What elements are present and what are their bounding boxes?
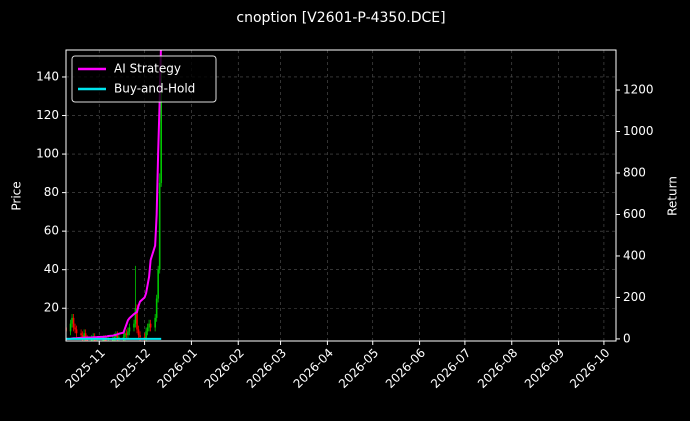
plot-frame — [65, 49, 617, 342]
candle-body — [157, 269, 159, 299]
candle-body — [81, 335, 84, 338]
candle-body — [75, 329, 78, 334]
candle-body — [80, 333, 82, 336]
candle-body — [127, 331, 129, 336]
candle-body — [125, 333, 128, 336]
y-tick-label: 20 — [44, 301, 59, 315]
candle-body — [134, 308, 137, 324]
candle-body — [74, 327, 76, 330]
y-tick-label: 140 — [36, 69, 59, 83]
candle-body — [148, 323, 150, 328]
y-axis-label: Price — [10, 181, 24, 210]
y2-tick-label: 600 — [623, 207, 646, 221]
x-tick-label: 2026-01 — [155, 346, 200, 391]
candle-body — [122, 337, 125, 338]
x-tick-label: 2026-05 — [336, 346, 381, 391]
x-tick-label: 2026-03 — [244, 346, 289, 391]
y2-tick-label: 200 — [623, 290, 646, 304]
x-tick-label: 2026-08 — [475, 346, 520, 391]
candle-body — [139, 335, 141, 338]
y-tick-label: 100 — [36, 147, 59, 161]
y-tick-label: 40 — [44, 262, 59, 276]
candle-body — [124, 333, 126, 338]
candle-body — [104, 339, 107, 341]
candle-body — [136, 308, 138, 330]
x-tick-label: 2026-09 — [522, 346, 567, 391]
candle-body — [155, 298, 158, 318]
candle-body — [71, 317, 73, 324]
series-line — [66, 50, 162, 340]
y-tick-label: 80 — [44, 185, 59, 199]
legend-label: AI Strategy — [114, 62, 181, 76]
candle-body — [69, 323, 72, 332]
candle-body — [154, 317, 156, 328]
candle-body — [137, 329, 140, 336]
candle-body — [72, 317, 75, 328]
candle-body — [90, 339, 93, 341]
candle-body — [149, 323, 152, 328]
candle-body — [112, 339, 114, 341]
candle-body — [133, 323, 135, 328]
candle-body — [146, 327, 149, 332]
candle-body — [128, 327, 131, 332]
candle-body — [145, 331, 147, 340]
candle-body — [83, 333, 85, 338]
candle-body — [86, 339, 88, 341]
x-tick-label: 2026-06 — [383, 346, 428, 391]
y2-tick-label: 0 — [623, 331, 631, 345]
x-tick-label: 2026-02 — [201, 346, 246, 391]
y2-tick-label: 1000 — [623, 124, 654, 138]
x-tick-label: 2025-11 — [62, 346, 107, 391]
y2-axis-label: Return — [666, 176, 680, 216]
candle-body — [102, 339, 105, 341]
x-tick-label: 2025-12 — [108, 346, 153, 391]
chart-title: cnoption [V2601-P-4350.DCE] — [236, 10, 445, 26]
candle-body — [84, 333, 87, 340]
candle-body — [116, 335, 119, 340]
candle-body — [158, 182, 161, 270]
x-tick-label: 2026-10 — [567, 346, 612, 391]
x-tick-label: 2026-04 — [291, 346, 336, 391]
y-tick-label: 60 — [44, 224, 59, 238]
legend-box — [71, 55, 217, 103]
legend: AI Strategy Buy-and-Hold — [71, 55, 217, 103]
y2-tick-label: 1200 — [623, 83, 654, 97]
legend-label: Buy-and-Hold — [114, 82, 195, 96]
y2-tick-label: 800 — [623, 165, 646, 179]
candle-body — [160, 67, 162, 183]
plot-area — [66, 50, 162, 341]
candle-body — [115, 335, 117, 338]
x-tick-label: 2026-07 — [428, 346, 473, 391]
y-tick-label: 120 — [36, 108, 59, 122]
y2-tick-label: 400 — [623, 248, 646, 262]
